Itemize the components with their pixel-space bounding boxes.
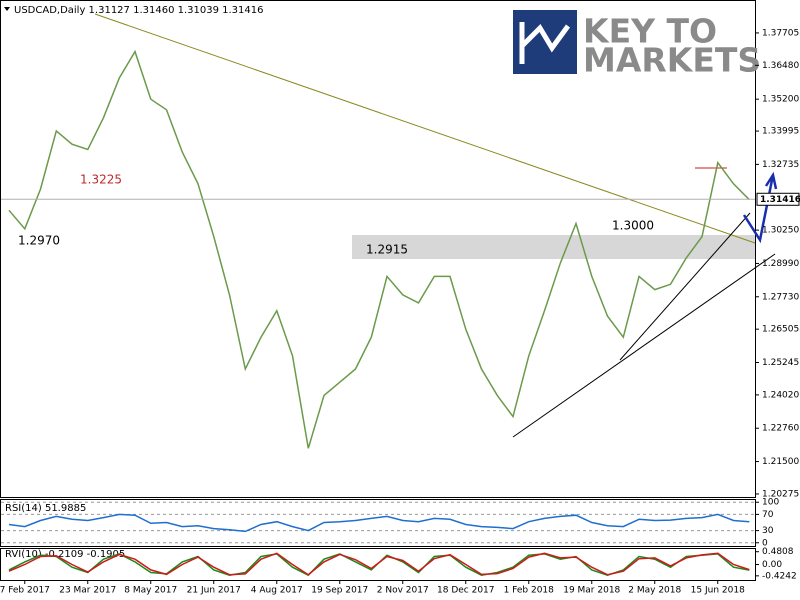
y-tick-label: 1.32735 bbox=[762, 160, 799, 170]
logo-text: KEY TO bbox=[583, 12, 717, 51]
last-price-label: 1.31416 bbox=[760, 195, 800, 205]
logo-text: MARKETS bbox=[583, 41, 761, 80]
y-tick-label: 30 bbox=[762, 526, 774, 536]
y-tick-label: 1.33995 bbox=[762, 127, 799, 137]
rsi-panel bbox=[0, 499, 756, 547]
y-tick-label: -0.4242 bbox=[762, 571, 797, 581]
price-line bbox=[8, 513, 750, 533]
y-tick-label: 100 bbox=[762, 498, 779, 508]
y-tick-label: 1.37705 bbox=[762, 28, 799, 38]
x-tick-label: 2 Nov 2017 bbox=[377, 586, 429, 596]
logo: KEY TO MARKETS bbox=[513, 10, 761, 80]
annotation: 1.2915 bbox=[366, 243, 408, 257]
x-tick-label: 1 Feb 2018 bbox=[504, 586, 555, 596]
uptrend-line bbox=[619, 212, 751, 361]
y-tick-label: 1.26505 bbox=[762, 325, 799, 335]
price-line bbox=[8, 552, 750, 576]
x-tick-label: 4 Aug 2017 bbox=[251, 586, 303, 596]
rsi-title: RSI(14) 51.9885 bbox=[5, 503, 86, 514]
logo-mark bbox=[519, 22, 571, 64]
header-arrow bbox=[4, 7, 10, 11]
y-tick-label: 1.21500 bbox=[762, 457, 799, 467]
x-tick-label: 21 Jun 2017 bbox=[187, 586, 241, 596]
y-tick-label: 1.27730 bbox=[762, 292, 799, 302]
x-tick-label: 18 Dec 2017 bbox=[437, 586, 495, 596]
rvi-title: RVI(10) -0.2109 -0.1905 bbox=[5, 549, 125, 560]
y-tick-label: 1.20275 bbox=[762, 489, 799, 499]
y-tick-label: 1.28990 bbox=[762, 259, 799, 269]
last-price-box bbox=[756, 192, 800, 206]
y-tick-label: 1.25245 bbox=[762, 358, 799, 368]
annotation: 1.3225 bbox=[80, 173, 122, 187]
y-tick-label: 1.30250 bbox=[762, 226, 799, 236]
x-tick-label: 19 Mar 2018 bbox=[563, 586, 620, 596]
x-tick-label: 19 Sep 2017 bbox=[311, 586, 368, 596]
x-tick-label: 15 Jun 2018 bbox=[691, 586, 745, 596]
uptrend-line bbox=[512, 253, 776, 438]
x-tick-label: 2 May 2018 bbox=[628, 586, 681, 596]
chart-title: USDCAD,Daily 1.31127 1.31460 1.31039 1.3… bbox=[14, 5, 264, 16]
y-tick-label: 1.22760 bbox=[762, 424, 799, 434]
annotation: 1.2970 bbox=[18, 234, 60, 248]
x-tick-label: 8 May 2017 bbox=[124, 586, 177, 596]
y-tick-label: 70 bbox=[762, 510, 774, 520]
y-tick-label: 1.24020 bbox=[762, 390, 799, 400]
y-tick-label: 0 bbox=[762, 538, 768, 548]
y-tick-label: 1.35200 bbox=[762, 95, 799, 105]
y-tick-label: 0.4808 bbox=[762, 547, 794, 557]
downtrend-line bbox=[94, 13, 756, 244]
annotation: 1.3000 bbox=[612, 219, 654, 233]
main-panel bbox=[0, 0, 756, 498]
y-tick-label: 0.00 bbox=[762, 560, 782, 570]
price-line bbox=[8, 49, 750, 449]
x-tick-label: 23 Mar 2017 bbox=[59, 586, 116, 596]
x-tick-label: 7 Feb 2017 bbox=[0, 586, 50, 596]
y-tick-label: 1.36480 bbox=[762, 61, 799, 71]
